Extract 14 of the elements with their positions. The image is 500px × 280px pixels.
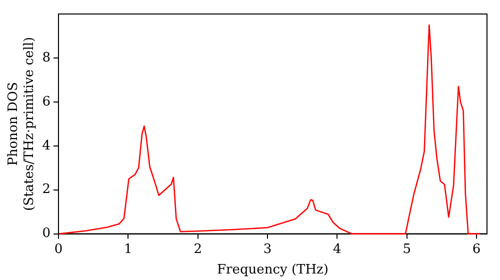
y-tick-label: 2 [42,182,50,198]
x-tick-label: 4 [333,242,342,257]
y-tick-label: 0 [42,226,50,242]
x-tick-label: 3 [263,242,272,257]
y-tick-label: 6 [42,94,50,110]
y-tick-label: 8 [42,50,50,66]
x-tick-label: 5 [402,242,412,257]
x-tick-label: 2 [194,242,202,257]
y-axis-title: Phonon DOS (States/THz·primitive cell) [6,36,37,211]
x-tick-label: 0 [54,242,63,257]
x-tick-label: 1 [124,242,132,257]
y-tick-label: 4 [42,138,50,154]
x-axis-title: Frequency (THz) [217,262,328,278]
x-tick-label: 6 [472,242,481,257]
